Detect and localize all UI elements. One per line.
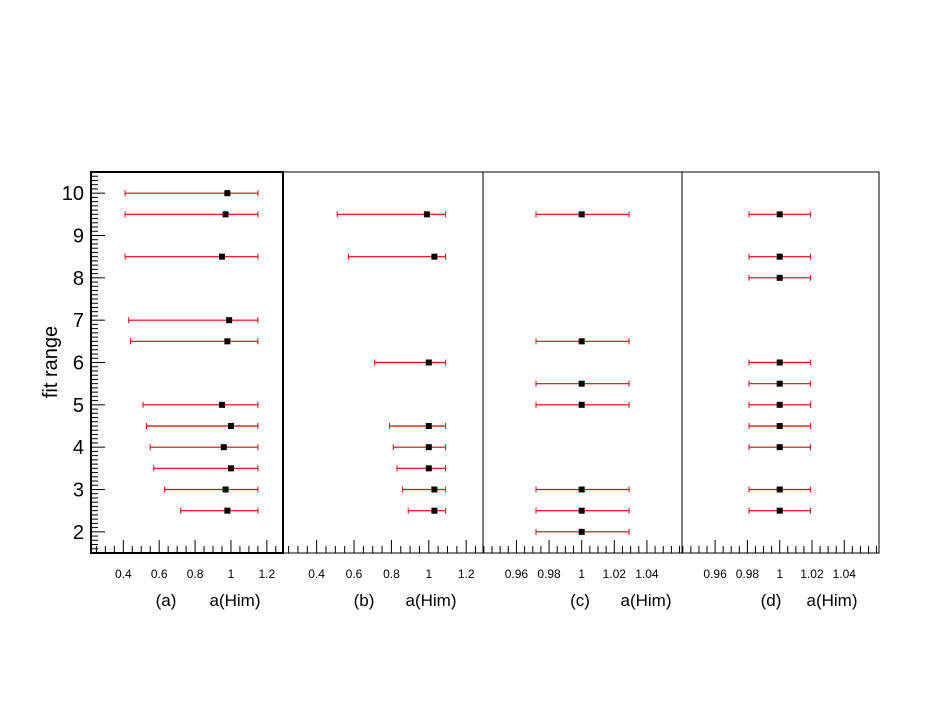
data-point	[776, 423, 783, 429]
data-point	[425, 359, 432, 366]
data-point	[218, 253, 225, 260]
x-tick-label: 0.4	[115, 567, 132, 581]
panel-x-axis-title: a(Him)	[210, 591, 261, 610]
data-point	[423, 211, 430, 218]
panel-c: 0.96 0.98 1 1.02 1.04 (c) a(Him)	[482, 171, 683, 610]
y-tick-label: 8	[73, 268, 84, 290]
data-point	[578, 528, 585, 535]
x-tick-label: 0.96	[505, 567, 529, 581]
data-point	[227, 465, 234, 472]
panel-x-axis-title: a(Him)	[406, 591, 457, 610]
y-axis-title: fit range	[40, 326, 62, 398]
data-point	[431, 507, 438, 514]
y-tick-label: 5	[73, 395, 84, 417]
data-point	[222, 486, 229, 493]
x-tick-label: 0.98	[537, 567, 561, 581]
x-tick-label: 1	[578, 567, 585, 581]
panel-frame	[90, 171, 284, 554]
y-tick-label: 7	[73, 310, 84, 332]
data-point	[222, 211, 229, 218]
x-tick-label: 0.8	[187, 567, 204, 581]
panel-label: (d)	[761, 591, 782, 610]
x-tick-label: 1.04	[635, 567, 659, 581]
panel-label: (b)	[354, 591, 375, 610]
data-point	[431, 486, 438, 493]
data-point	[218, 401, 225, 408]
x-tick-label: 1	[425, 567, 432, 581]
y-tick-label: 4	[73, 437, 84, 459]
panel-frame	[681, 171, 880, 554]
data-point	[578, 338, 585, 345]
y-tick-label: 9	[73, 226, 84, 248]
y-tick-label: 10	[62, 183, 84, 205]
data-point	[425, 423, 432, 429]
data-point	[776, 359, 783, 366]
data-point	[776, 380, 783, 387]
y-axis: 2 3 4 5 6 7 8 9 10	[62, 175, 105, 550]
y-tick-label: 6	[73, 353, 84, 375]
x-tick-label: 0.6	[151, 567, 168, 581]
x-tick-label: 1.04	[833, 567, 857, 581]
data-point	[220, 444, 227, 451]
data-point	[224, 190, 231, 197]
data-point	[776, 507, 783, 514]
data-point	[224, 338, 231, 345]
data-point	[776, 401, 783, 408]
data-point	[425, 465, 432, 472]
data-point	[776, 253, 783, 260]
x-tick-label: 0.4	[308, 567, 325, 581]
data-point	[776, 211, 783, 218]
x-tick-label: 1.02	[603, 567, 627, 581]
x-tick-label: 0.6	[346, 567, 363, 581]
panel-label: (c)	[570, 591, 590, 610]
data-point	[578, 486, 585, 493]
y-tick-label: 3	[73, 480, 84, 502]
x-tick-label: 0.8	[383, 567, 400, 581]
panel-x-axis-title: a(Him)	[621, 591, 672, 610]
data-point	[224, 507, 231, 514]
panel-b: 0.4 0.6 0.8 1 1.2 (b) a(Him)	[282, 171, 484, 610]
data-point	[227, 423, 234, 429]
panel-label: (a)	[156, 591, 177, 610]
panels: 0.4 0.6 0.8 1 1.2 (a) a(Him) 0.4 0.6 0.8 1 1.2 (b) a(…	[90, 171, 880, 610]
data-point	[776, 486, 783, 493]
x-tick-label: 0.98	[736, 567, 760, 581]
panel-frame	[482, 171, 683, 554]
data-point	[226, 317, 233, 324]
x-tick-label: 1	[228, 567, 235, 581]
panel-a: 0.4 0.6 0.8 1 1.2 (a) a(Him)	[90, 171, 284, 610]
data-point	[425, 444, 432, 451]
x-tick-label: 1.2	[458, 567, 475, 581]
x-tick-label: 1.02	[800, 567, 824, 581]
x-tick-label: 1	[776, 567, 783, 581]
data-point	[578, 401, 585, 408]
data-point	[776, 444, 783, 451]
x-tick-label: 1.2	[259, 567, 276, 581]
data-point	[578, 211, 585, 218]
panel-x-axis-title: a(Him)	[807, 591, 858, 610]
data-point	[776, 274, 783, 281]
data-point	[578, 380, 585, 387]
data-point	[431, 253, 438, 260]
x-tick-label: 0.96	[703, 567, 727, 581]
data-point	[578, 507, 585, 514]
panel-d: 0.96 0.98 1 1.02 1.04 (d) a(Him)	[681, 171, 880, 610]
y-tick-label: 2	[73, 522, 84, 544]
